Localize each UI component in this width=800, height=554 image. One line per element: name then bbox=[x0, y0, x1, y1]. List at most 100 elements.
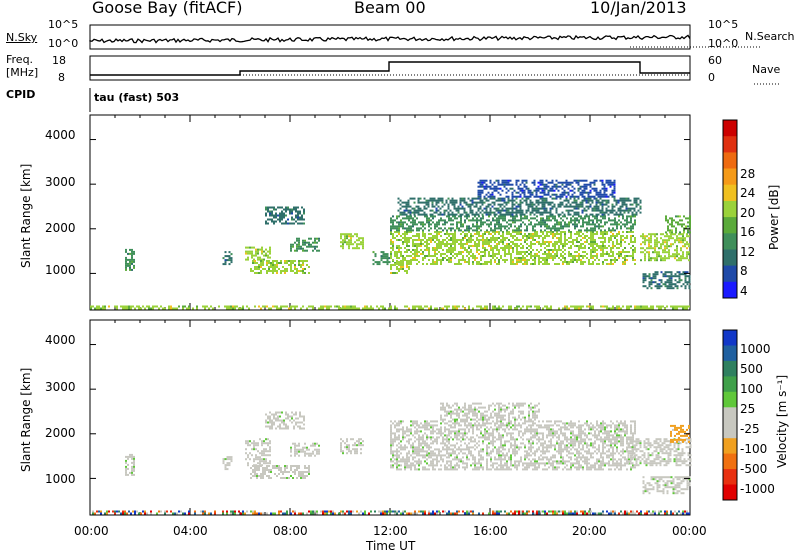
power-cell bbox=[558, 229, 560, 232]
power-cell bbox=[635, 203, 638, 206]
power-cell bbox=[511, 183, 514, 186]
power-cell bbox=[506, 253, 508, 255]
power-cell bbox=[502, 233, 504, 235]
velocity-cell bbox=[268, 465, 270, 467]
power-cell bbox=[456, 263, 458, 265]
power-cell bbox=[510, 305, 512, 308]
velocity-cell bbox=[344, 442, 346, 445]
power-cell bbox=[390, 227, 392, 230]
power-cell bbox=[614, 219, 616, 222]
power-cell bbox=[644, 241, 646, 244]
power-cell bbox=[478, 231, 480, 233]
velocity-cell bbox=[265, 454, 267, 457]
velocity-cell bbox=[408, 428, 410, 431]
power-cell bbox=[513, 211, 516, 214]
power-cell bbox=[536, 307, 538, 310]
power-cell bbox=[442, 219, 444, 222]
power-cell bbox=[399, 211, 402, 214]
power-cell bbox=[298, 245, 300, 248]
power-cell bbox=[576, 233, 578, 235]
power-cell bbox=[615, 201, 618, 204]
power-cell bbox=[116, 305, 118, 308]
power-cell bbox=[556, 241, 558, 243]
power-cell bbox=[575, 211, 578, 214]
power-cell bbox=[468, 247, 470, 249]
power-cell bbox=[487, 205, 490, 208]
power-cell bbox=[515, 179, 518, 182]
power-cell bbox=[487, 213, 490, 216]
velocity-cell bbox=[420, 510, 422, 513]
power-cell bbox=[480, 239, 482, 241]
power-cell bbox=[441, 201, 444, 204]
power-cell bbox=[504, 239, 506, 241]
power-cell bbox=[260, 264, 262, 266]
power-cell bbox=[662, 251, 664, 254]
power-cell bbox=[640, 247, 642, 250]
power-cell bbox=[664, 257, 666, 260]
power-cell bbox=[428, 239, 430, 241]
velocity-cell bbox=[253, 458, 255, 461]
velocity-cell bbox=[252, 465, 254, 467]
power-cell bbox=[312, 307, 314, 310]
power-cell bbox=[530, 305, 532, 308]
power-cell bbox=[666, 243, 668, 246]
power-cell bbox=[392, 223, 394, 226]
power-cell bbox=[468, 229, 470, 232]
power-cell bbox=[590, 251, 592, 253]
power-cell bbox=[546, 223, 548, 226]
power-cell bbox=[582, 257, 584, 259]
velocity-cell bbox=[532, 510, 534, 513]
velocity-cell bbox=[294, 473, 296, 475]
power-cell bbox=[534, 223, 536, 226]
power-cell bbox=[537, 201, 540, 204]
power-cell bbox=[446, 305, 448, 308]
power-cell bbox=[256, 272, 258, 274]
power-cell bbox=[310, 305, 312, 308]
power-cell bbox=[642, 241, 644, 244]
power-cell bbox=[303, 212, 305, 215]
power-cell bbox=[582, 261, 584, 263]
power-cell bbox=[590, 233, 592, 235]
power-cell bbox=[656, 283, 659, 286]
power-cell bbox=[481, 199, 484, 202]
power-cell bbox=[516, 215, 518, 218]
power-cell bbox=[613, 213, 616, 216]
power-cell bbox=[511, 203, 514, 206]
power-cell bbox=[581, 179, 584, 182]
velocity-cell bbox=[408, 438, 410, 441]
velocity-cell bbox=[406, 454, 408, 457]
power-cell bbox=[475, 203, 478, 206]
power-cell bbox=[499, 199, 502, 202]
power-cell bbox=[498, 263, 500, 265]
power-cell bbox=[508, 219, 510, 222]
power-cell bbox=[416, 233, 418, 235]
power-cell bbox=[552, 237, 554, 239]
power-cell bbox=[490, 241, 492, 243]
velocity-cell bbox=[402, 446, 404, 449]
power-cell bbox=[316, 245, 318, 248]
power-cell bbox=[553, 205, 556, 208]
power-cell bbox=[516, 305, 518, 308]
velocity-cell bbox=[520, 510, 522, 513]
power-cell bbox=[398, 245, 400, 247]
power-cell bbox=[296, 270, 298, 272]
velocity-cell bbox=[258, 469, 260, 471]
power-cell bbox=[408, 266, 410, 268]
power-cell bbox=[558, 245, 560, 247]
power-cell bbox=[285, 220, 287, 223]
power-cell bbox=[394, 237, 396, 239]
power-cell bbox=[604, 237, 606, 239]
velocity-cell bbox=[272, 512, 274, 515]
velocity-cell bbox=[255, 444, 257, 447]
power-cell bbox=[498, 223, 500, 226]
power-cell bbox=[682, 245, 684, 248]
power-cell bbox=[360, 237, 362, 240]
power-cell bbox=[629, 199, 632, 202]
power-cell bbox=[605, 179, 608, 182]
power-cell bbox=[590, 239, 592, 241]
power-cell bbox=[459, 213, 462, 216]
power-cell bbox=[670, 243, 672, 246]
power-cell bbox=[527, 209, 530, 212]
velocity-cell bbox=[290, 475, 292, 477]
velocity-cell bbox=[406, 466, 408, 469]
